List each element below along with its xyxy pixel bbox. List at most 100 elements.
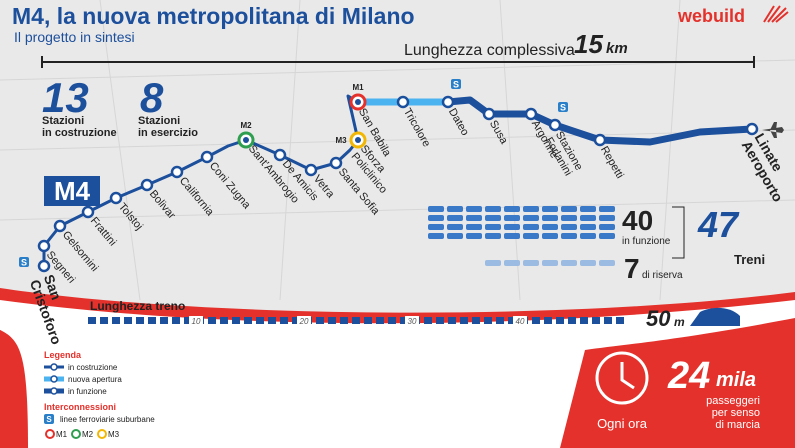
train-car [268, 317, 276, 324]
legend-station [50, 387, 58, 395]
interchange-dot [243, 137, 249, 143]
suburban-badge [44, 414, 54, 424]
suburban-badge-text: S [46, 415, 52, 424]
station [524, 107, 538, 121]
stat-label: Stazioni [138, 115, 180, 127]
train-icon [561, 215, 577, 221]
station [304, 163, 318, 177]
station [329, 156, 343, 170]
train-car [616, 317, 624, 324]
red-edge [0, 330, 28, 448]
train-icon [523, 206, 539, 212]
train-icon [561, 206, 577, 212]
legend-label: linee ferroviarie suburbane [60, 415, 155, 424]
train-car [376, 317, 384, 324]
white-panel [0, 300, 795, 448]
train-icon [561, 224, 577, 230]
train-icon [580, 206, 596, 212]
station [109, 191, 123, 205]
train-icon [485, 215, 501, 221]
train-car [232, 317, 240, 324]
suburban-badge [558, 102, 568, 112]
total-length-value: 15 [574, 29, 603, 59]
legend-subtitle: Interconnessioni [44, 402, 116, 412]
train-icon [428, 206, 444, 212]
train-icon [447, 224, 463, 230]
train-icon [447, 215, 463, 221]
legend-interchange [97, 429, 107, 439]
legend-interchange [71, 429, 81, 439]
train-car [388, 317, 396, 324]
station [396, 95, 410, 109]
train-car [112, 317, 120, 324]
train-car [184, 317, 192, 324]
train-icon [428, 224, 444, 230]
logo: webuild [677, 6, 745, 26]
train-icon [485, 260, 501, 266]
route-segment [596, 125, 756, 146]
train-car [544, 317, 552, 324]
station [593, 133, 607, 147]
legend-station [50, 375, 58, 383]
map-texture [0, 0, 795, 301]
train-icon [523, 260, 539, 266]
train-icon [599, 224, 615, 230]
train-car [496, 317, 504, 324]
station [37, 259, 51, 273]
train-icon [466, 215, 482, 221]
train-icon [504, 260, 520, 266]
train-car [364, 317, 372, 324]
suburban-badge-text: S [21, 258, 27, 268]
suburban-badge-text: S [560, 103, 566, 113]
train-car [172, 317, 180, 324]
trains-reserve-label: di riserva [642, 270, 683, 281]
train-icon [542, 206, 558, 212]
train-car [244, 317, 252, 324]
scale-gap [513, 316, 527, 325]
interchange-dot [355, 137, 361, 143]
stat-label: Stazioni [42, 115, 84, 127]
interchange-dot [355, 99, 361, 105]
subtitle: Il progetto in sintesi [14, 29, 135, 45]
train-car [352, 317, 360, 324]
airport-icon [762, 122, 784, 138]
train-car [100, 317, 108, 324]
scale-label: 10 [192, 317, 201, 326]
stat-label: in esercizio [138, 127, 198, 139]
scale-gap [297, 316, 311, 325]
stat-value: 13 [42, 74, 89, 121]
train-icon [599, 206, 615, 212]
station [745, 122, 759, 136]
capacity-value: 24 [667, 355, 710, 397]
train-icon [485, 206, 501, 212]
legend-label: nuova apertura [68, 375, 122, 384]
trains-in-service-label: in funzione [622, 236, 671, 247]
legend-label: M1 [56, 430, 68, 439]
train-car [592, 317, 600, 324]
train-car [556, 317, 564, 324]
scale-label: 20 [299, 317, 309, 326]
suburban-badge [451, 79, 461, 89]
length-rule [41, 56, 755, 68]
train-icon [580, 215, 596, 221]
interchange-label: M3 [335, 136, 347, 145]
train-car [568, 317, 576, 324]
train-icon [447, 206, 463, 212]
train-icon [428, 215, 444, 221]
legend-label: in funzione [68, 387, 107, 396]
route-segment [551, 121, 604, 144]
capacity-label: passeggeri [706, 395, 760, 407]
trains-total: 47 [697, 204, 740, 245]
train-car [532, 317, 540, 324]
train-car [340, 317, 348, 324]
train-icon [523, 224, 539, 230]
train-car [208, 317, 216, 324]
line-badge: M4 [54, 176, 91, 206]
capacity-unit: mila [716, 369, 756, 391]
suburban-badge-text: S [453, 80, 459, 90]
train-icon [542, 233, 558, 239]
